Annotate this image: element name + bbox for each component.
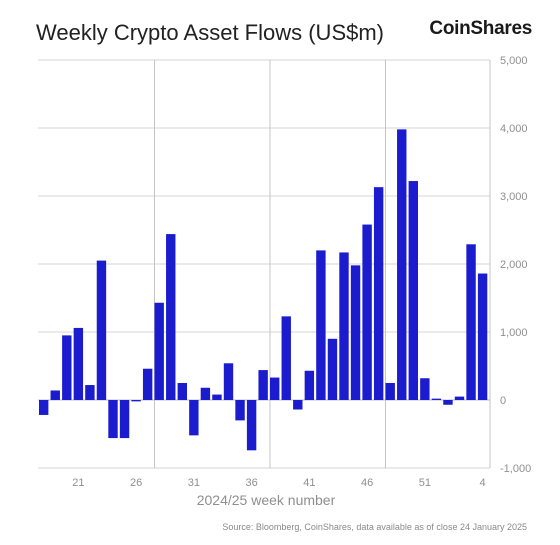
x-tick-label: 51 xyxy=(419,477,431,489)
y-tick-label: 3,000 xyxy=(500,191,528,203)
x-tick-label: 36 xyxy=(245,477,257,489)
bar-week-40 xyxy=(293,400,303,410)
bar-week-46 xyxy=(362,224,372,400)
bar-week-49 xyxy=(397,129,407,401)
x-tick-label: 4 xyxy=(480,477,486,489)
x-tick-label: 41 xyxy=(303,477,315,489)
bar-week-44 xyxy=(339,252,349,400)
bar-week-51 xyxy=(420,378,430,400)
y-tick-label: -1,000 xyxy=(500,463,531,475)
y-tick-label: 0 xyxy=(500,395,506,407)
source-note: Source: Bloomberg, CoinShares, data avai… xyxy=(222,522,527,532)
bar-week-34 xyxy=(223,363,234,400)
x-tick-label: 21 xyxy=(72,477,84,489)
x-tick-labels: 21 26 31 36 41 46 51 4 xyxy=(72,477,485,489)
bar-week-36 xyxy=(246,400,257,451)
bar-week-22 xyxy=(85,385,95,400)
bar-week-42 xyxy=(316,250,326,400)
bar-week-3 xyxy=(466,244,476,400)
bar-week-23 xyxy=(96,260,107,400)
bar-week-1 xyxy=(443,400,453,405)
bar-week-24 xyxy=(108,400,118,439)
bar-week-28 xyxy=(154,302,164,400)
bar-week-39 xyxy=(281,316,291,400)
y-tick-labels: -1,000 0 1,000 2,000 3,000 4,000 5,000 xyxy=(500,55,531,475)
bar-week-29 xyxy=(166,234,176,400)
y-tick-label: 4,000 xyxy=(500,123,528,135)
bar-week-35 xyxy=(235,400,245,421)
x-tick-label: 31 xyxy=(188,477,200,489)
bar-week-21 xyxy=(73,327,84,400)
bar-week-19 xyxy=(50,390,60,400)
bar-week-26 xyxy=(131,400,141,402)
y-tick-label: 1,000 xyxy=(500,327,528,339)
bar-week-4 xyxy=(477,273,488,400)
bar-week-27 xyxy=(142,368,153,400)
bar-week-52 xyxy=(431,398,442,400)
y-tick-label: 5,000 xyxy=(500,55,528,67)
bar-week-30 xyxy=(177,383,187,400)
x-tick-label: 26 xyxy=(130,477,142,489)
bar-week-2 xyxy=(454,396,465,400)
bar-week-25 xyxy=(119,400,130,439)
bar-week-41 xyxy=(304,370,315,400)
bar-week-33 xyxy=(212,394,222,400)
bar-layer xyxy=(39,129,488,451)
bar-week-38 xyxy=(270,377,280,400)
bar-week-20 xyxy=(62,335,72,400)
bar-week-47 xyxy=(373,187,384,400)
bar-week-32 xyxy=(200,387,211,400)
bar-week-43 xyxy=(327,338,338,400)
x-axis-label: 2024/25 week number xyxy=(197,492,336,508)
bar-week-50 xyxy=(408,181,418,400)
bar-week-37 xyxy=(258,370,268,400)
y-tick-label: 2,000 xyxy=(500,259,528,271)
chart-title: Weekly Crypto Asset Flows (US$m) xyxy=(36,20,385,45)
bar-week-45 xyxy=(350,265,361,400)
bar-week-31 xyxy=(189,400,199,436)
bar-week-18 xyxy=(39,400,49,415)
x-tick-label: 46 xyxy=(361,477,373,489)
bar-week-48 xyxy=(385,383,395,400)
brand-logo: CoinShares xyxy=(429,18,532,39)
